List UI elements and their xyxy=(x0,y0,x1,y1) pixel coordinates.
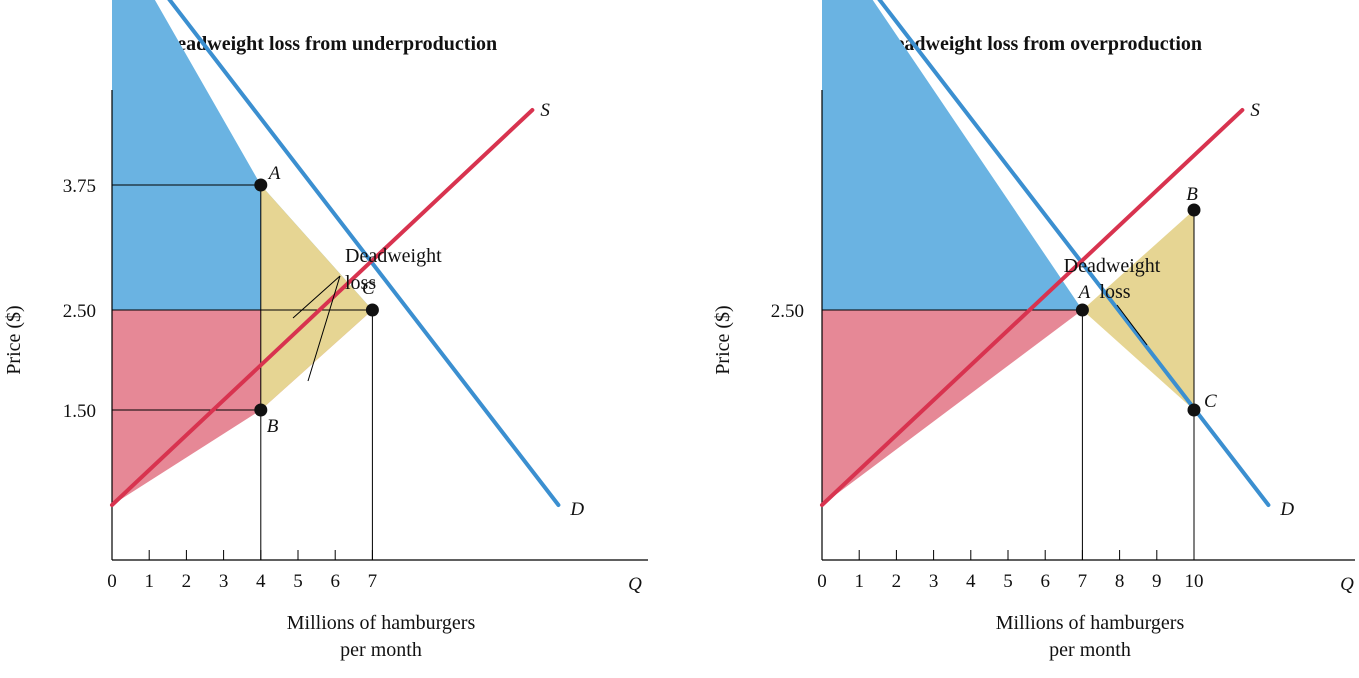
x-tick-label: 0 xyxy=(107,571,117,592)
consumer-surplus-area xyxy=(112,0,373,310)
y-tick-label: 3.75 xyxy=(63,176,96,197)
point-b xyxy=(1187,203,1201,217)
x-tick-label: 6 xyxy=(330,571,340,592)
deadweight-loss-area xyxy=(1082,210,1194,410)
x-axis-title-line1: Millions of hamburgers xyxy=(996,612,1185,634)
annotation-pointer xyxy=(307,275,341,382)
x-axis-title-line2: per month xyxy=(340,639,422,661)
x-tick-label: 3 xyxy=(219,571,229,592)
point-a xyxy=(254,178,268,192)
y-tick-label: 1.50 xyxy=(63,401,96,422)
x-tick-label: 4 xyxy=(966,571,976,592)
demand-curve-label: D xyxy=(569,499,584,520)
deadweight-loss-label-line1: Deadweight xyxy=(1064,255,1161,277)
point-label-b: B xyxy=(1186,184,1198,205)
annotation-pointer xyxy=(1116,304,1148,346)
x-axis-symbol: Q xyxy=(1340,574,1354,595)
x-axis-symbol: Q xyxy=(628,574,642,595)
y-axis-title: Price ($) xyxy=(3,305,25,374)
point-c xyxy=(1187,403,1201,417)
x-tick-label: 7 xyxy=(368,571,378,592)
consumer-surplus-area xyxy=(822,0,1083,310)
deadweight-loss-label-line2: loss xyxy=(1099,281,1130,303)
x-tick-label: 6 xyxy=(1040,571,1050,592)
x-tick-label: 3 xyxy=(929,571,939,592)
y-tick-label: 2.50 xyxy=(63,301,96,322)
x-tick-label: 2 xyxy=(892,571,902,592)
x-tick-label: 1 xyxy=(854,571,864,592)
x-tick-label: 10 xyxy=(1185,571,1204,592)
x-tick-label: 5 xyxy=(293,571,303,592)
point-c xyxy=(365,303,379,317)
supply-curve-label: S xyxy=(1250,100,1260,121)
supply-curve-label: S xyxy=(540,100,550,121)
x-tick-label: 4 xyxy=(256,571,266,592)
annotation-pointer xyxy=(292,275,341,319)
supply-curve xyxy=(110,108,535,507)
point-label-a: A xyxy=(267,163,281,184)
point-label-a: A xyxy=(1077,282,1091,303)
x-axis-title-line2: per month xyxy=(1049,639,1131,661)
x-tick-label: 0 xyxy=(817,571,827,592)
x-tick-label: 1 xyxy=(144,571,154,592)
demand-curve-label: D xyxy=(1279,499,1294,520)
supply-curve xyxy=(820,108,1245,507)
x-tick-label: 5 xyxy=(1003,571,1013,592)
x-tick-label: 9 xyxy=(1152,571,1162,592)
y-tick-label: 2.50 xyxy=(771,301,804,322)
point-b xyxy=(254,403,268,417)
demand-curve xyxy=(167,0,561,507)
panel-a: a. Deadweight loss from underproduction 0… xyxy=(3,0,648,661)
point-a xyxy=(1075,303,1089,317)
x-tick-label: 7 xyxy=(1078,571,1088,592)
deadweight-loss-label-line1: Deadweight xyxy=(345,245,442,267)
panel-b: b. Deadweight loss from overproduction 0 1… xyxy=(712,0,1355,661)
x-tick-label: 8 xyxy=(1115,571,1125,592)
x-tick-label: 2 xyxy=(182,571,192,592)
point-label-b: B xyxy=(267,416,279,437)
panel-title: a. Deadweight loss from underproduction xyxy=(143,33,497,55)
y-axis-title: Price ($) xyxy=(712,305,734,374)
deadweight-loss-label-line2: loss xyxy=(345,272,376,294)
panel-title: b. Deadweight loss from overproduction xyxy=(860,33,1202,55)
x-axis-title-line1: Millions of hamburgers xyxy=(287,612,476,634)
point-label-c: C xyxy=(1204,391,1217,412)
producer-surplus-area xyxy=(822,310,1083,505)
point-label-c: C xyxy=(362,278,375,299)
